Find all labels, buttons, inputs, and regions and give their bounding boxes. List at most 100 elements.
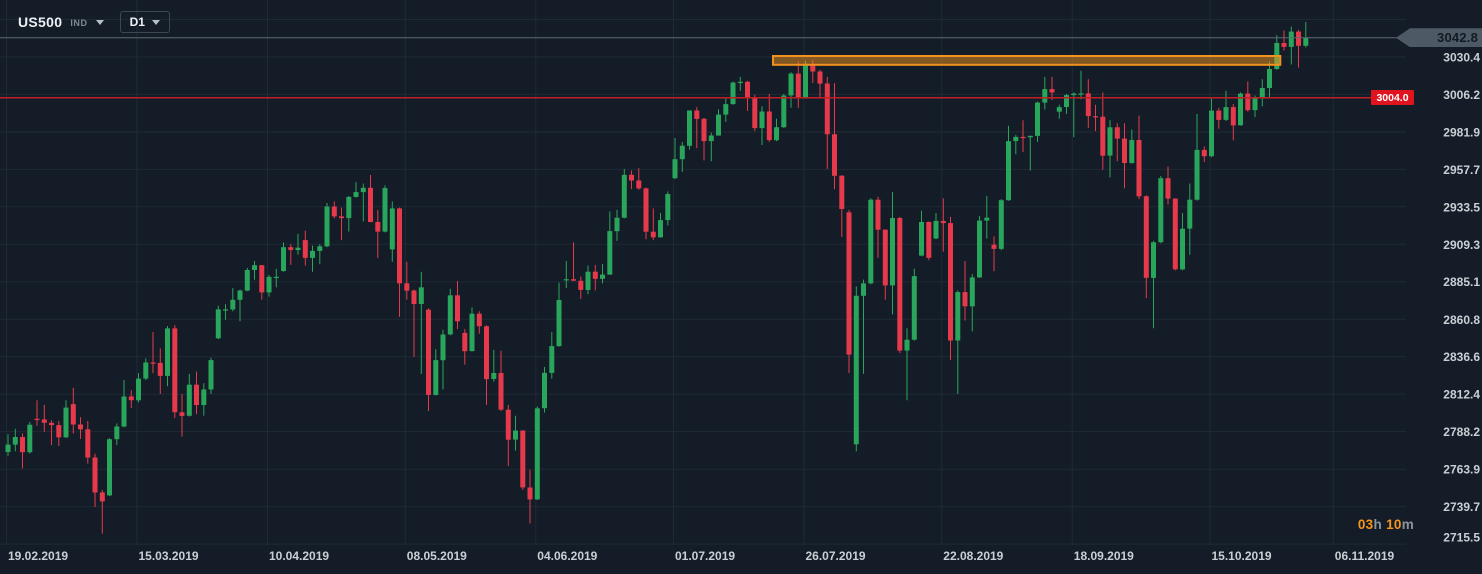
timeframe-selector[interactable]: D1	[119, 11, 170, 33]
candle[interactable]	[1180, 213, 1185, 271]
candle[interactable]	[948, 216, 953, 360]
candle[interactable]	[331, 201, 337, 219]
candle[interactable]	[194, 371, 199, 415]
candle[interactable]	[1296, 29, 1301, 68]
candle[interactable]	[955, 290, 961, 394]
candle[interactable]	[360, 183, 366, 222]
candle[interactable]	[853, 286, 859, 452]
candle[interactable]	[273, 268, 279, 288]
candle[interactable]	[527, 469, 533, 524]
symbol-selector[interactable]: US500 IND	[18, 14, 104, 30]
candle[interactable]	[592, 264, 598, 291]
candle[interactable]	[302, 230, 308, 266]
candle[interactable]	[288, 244, 294, 265]
candle[interactable]	[882, 229, 888, 300]
candle[interactable]	[5, 434, 11, 456]
candle[interactable]	[34, 400, 40, 426]
candle[interactable]	[114, 423, 120, 446]
candle[interactable]	[63, 400, 69, 439]
candle[interactable]	[745, 80, 750, 111]
candle[interactable]	[179, 394, 185, 437]
candle[interactable]	[933, 213, 939, 240]
candle[interactable]	[549, 332, 555, 379]
candle[interactable]	[1107, 120, 1113, 178]
candle[interactable]	[774, 118, 779, 142]
candle[interactable]	[556, 282, 562, 347]
candle[interactable]	[20, 433, 25, 469]
candle[interactable]	[665, 191, 671, 226]
candle[interactable]	[861, 279, 866, 374]
candle[interactable]	[491, 349, 497, 382]
candle[interactable]	[1201, 146, 1207, 163]
candle[interactable]	[150, 332, 156, 374]
candle[interactable]	[41, 404, 47, 432]
candle[interactable]	[795, 61, 801, 108]
candle[interactable]	[128, 390, 134, 408]
candle[interactable]	[208, 357, 214, 394]
candle[interactable]	[1288, 26, 1294, 65]
time-axis[interactable]: 19.02.2019 15.03.2019 10.04.2019 08.05.2019…	[8, 549, 1395, 563]
candle[interactable]	[1042, 76, 1048, 110]
candle[interactable]	[897, 216, 903, 353]
candle[interactable]	[1006, 125, 1011, 201]
candle[interactable]	[788, 72, 794, 108]
candle[interactable]	[1151, 240, 1156, 329]
candle[interactable]	[563, 261, 569, 289]
candle[interactable]	[636, 168, 642, 190]
candle[interactable]	[875, 196, 881, 258]
candle[interactable]	[1136, 115, 1142, 200]
candle[interactable]	[600, 264, 605, 284]
candle[interactable]	[998, 199, 1004, 251]
candle[interactable]	[1049, 76, 1055, 101]
candle[interactable]	[426, 308, 431, 411]
candle[interactable]	[846, 209, 852, 374]
candle[interactable]	[252, 261, 257, 280]
candle[interactable]	[397, 207, 402, 317]
candle[interactable]	[1093, 104, 1098, 131]
candle[interactable]	[172, 325, 178, 418]
candle[interactable]	[121, 380, 127, 428]
candle[interactable]	[919, 210, 924, 257]
candle[interactable]	[1143, 195, 1149, 299]
candle[interactable]	[607, 211, 613, 275]
candle[interactable]	[433, 349, 439, 396]
candle[interactable]	[375, 209, 381, 258]
candle[interactable]	[1035, 101, 1040, 142]
candle[interactable]	[977, 216, 982, 278]
candle[interactable]	[534, 406, 540, 500]
candle[interactable]	[85, 421, 91, 464]
candle[interactable]	[542, 367, 547, 413]
candle[interactable]	[244, 267, 250, 292]
candle[interactable]	[186, 373, 192, 417]
candle[interactable]	[215, 305, 221, 340]
candle[interactable]	[672, 138, 678, 179]
candle[interactable]	[498, 350, 504, 411]
candle[interactable]	[1158, 175, 1164, 244]
candle[interactable]	[868, 198, 874, 285]
candle[interactable]	[12, 428, 18, 452]
candle[interactable]	[984, 196, 990, 239]
candle[interactable]	[1056, 104, 1062, 119]
candle[interactable]	[1064, 93, 1069, 114]
candle[interactable]	[708, 132, 714, 162]
candle[interactable]	[404, 261, 410, 300]
candle[interactable]	[259, 264, 265, 300]
candle[interactable]	[1013, 134, 1019, 155]
candle[interactable]	[1216, 107, 1222, 129]
candle[interactable]	[962, 261, 968, 321]
candle[interactable]	[730, 81, 736, 105]
candle[interactable]	[107, 438, 112, 497]
candle[interactable]	[1027, 135, 1033, 171]
candle[interactable]	[520, 430, 526, 490]
candle[interactable]	[614, 209, 620, 241]
candle[interactable]	[1078, 70, 1084, 100]
candle[interactable]	[1100, 92, 1106, 170]
candle[interactable]	[904, 328, 910, 401]
candle[interactable]	[317, 244, 323, 265]
candle[interactable]	[621, 168, 627, 219]
candle[interactable]	[687, 110, 692, 150]
candle[interactable]	[701, 117, 707, 161]
candle[interactable]	[1223, 90, 1229, 121]
candle[interactable]	[759, 106, 765, 145]
